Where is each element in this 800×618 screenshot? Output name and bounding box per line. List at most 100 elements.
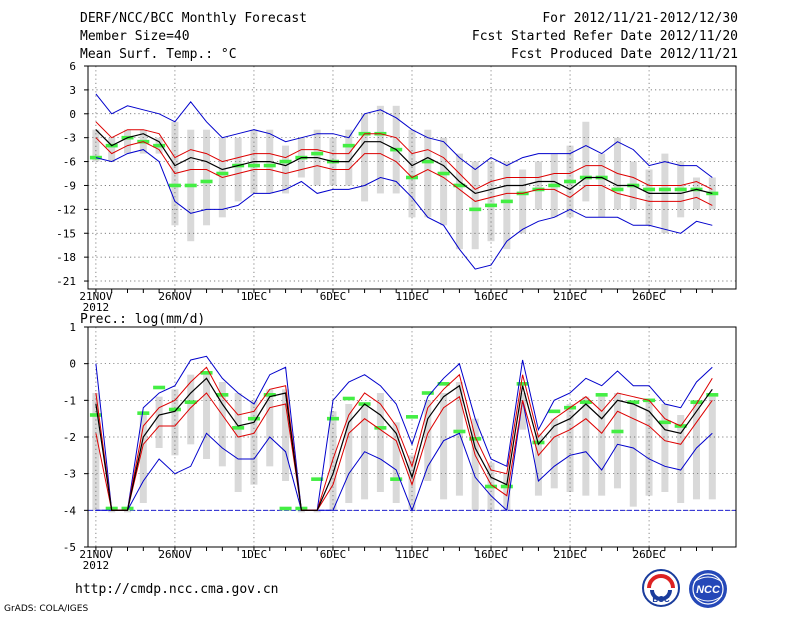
member-range-bar: [582, 396, 590, 496]
observation-marker: [453, 429, 466, 434]
member-range-bar: [108, 137, 116, 162]
member-range-bar: [392, 422, 400, 503]
member-range-bar: [203, 371, 211, 459]
member-range-bar: [139, 411, 147, 503]
series-line-lower: [95, 392, 713, 511]
member-range-bar: [582, 121, 590, 202]
member-range-bar: [218, 382, 226, 467]
x-tick-year: 2012: [83, 559, 110, 572]
member-range-bar: [108, 510, 116, 513]
observation-marker: [232, 426, 245, 430]
observation-marker: [658, 187, 671, 192]
observation-marker: [326, 416, 339, 421]
observation-marker: [643, 187, 656, 192]
member-range-bar: [92, 129, 100, 162]
member-range-bar: [440, 393, 448, 500]
observation-marker: [89, 413, 102, 417]
observation-marker: [216, 171, 229, 176]
member-range-bar: [203, 129, 211, 226]
x-tick-label: 6DEC: [320, 548, 347, 561]
x-tick-year: 2012: [83, 301, 110, 314]
x-tick-label: 21NOV: [79, 548, 112, 561]
member-range-bar: [519, 393, 527, 430]
member-range-bar: [345, 404, 353, 503]
x-tick-label: 21DEC: [553, 548, 586, 561]
observation-marker: [342, 143, 355, 148]
observation-marker: [406, 415, 418, 419]
observation-marker: [168, 407, 181, 412]
forecast-produced-date: Fcst Produced Date 2012/11/21: [511, 47, 738, 62]
observation-marker: [390, 477, 403, 481]
series-line-upper: [95, 121, 713, 191]
member-range-bar: [376, 393, 384, 492]
x-tick-label: 1DEC: [241, 290, 268, 303]
observation-marker: [453, 183, 466, 188]
member-range-bar: [645, 169, 653, 226]
y-tick-label: -9: [63, 179, 76, 192]
member-range-bar: [313, 510, 321, 513]
observation-marker: [168, 183, 181, 188]
x-tick-label: 1DEC: [241, 548, 268, 561]
member-range-bar: [282, 145, 290, 194]
member-range-bar: [677, 415, 685, 503]
observation-marker: [311, 151, 324, 156]
observation-marker: [342, 396, 355, 401]
member-range-bar: [424, 129, 432, 218]
series-line-lower: [95, 137, 713, 206]
member-range-bar: [503, 473, 511, 511]
member-range-bar: [455, 153, 463, 250]
observation-marker: [690, 400, 703, 404]
x-tick-label: 6DEC: [320, 290, 347, 303]
observation-marker: [485, 203, 498, 208]
member-range-bar: [471, 418, 479, 511]
observation-marker: [611, 187, 624, 192]
member-range-bar: [250, 400, 258, 485]
ncc-logo-icon: NCC: [689, 570, 727, 608]
y-tick-label: -3: [63, 468, 76, 481]
y-tick-label: 0: [69, 108, 76, 121]
y-tick-label: -5: [63, 541, 76, 554]
y-tick-label: 3: [69, 84, 76, 97]
forecast-started-date: Fcst Started Refer Date 2012/11/20: [471, 29, 738, 44]
member-range-bar: [708, 396, 716, 500]
y-tick-label: -15: [56, 227, 76, 240]
series-line-min: [95, 149, 713, 270]
member-range-bar: [424, 400, 432, 481]
observation-marker: [469, 437, 482, 441]
member-range-bar: [234, 137, 242, 202]
member-size-label: Member Size=40: [80, 29, 190, 44]
y-tick-label: -21: [56, 275, 76, 288]
member-range-bar: [692, 400, 700, 500]
observation-marker: [658, 420, 671, 425]
forecast-period: For 2012/11/21-2012/12/30: [542, 11, 738, 26]
member-range-bar: [124, 510, 132, 513]
observation-marker: [500, 199, 513, 204]
member-range-bar: [297, 510, 305, 513]
y-tick-label: -12: [56, 203, 76, 216]
series-line-upper: [95, 366, 713, 511]
observation-marker: [469, 207, 482, 212]
figure-title: DERF/NCC/BCC Monthly Forecast: [80, 11, 307, 26]
member-range-bar: [408, 129, 416, 218]
source-url: http://cmdp.ncc.cma.gov.cn: [75, 582, 279, 597]
variable-label: Mean Surf. Temp.: °C: [80, 47, 237, 62]
observation-marker: [548, 409, 561, 414]
x-tick-label: 26NOV: [158, 548, 191, 561]
member-range-bar: [361, 113, 369, 202]
x-tick-label: 21NOV: [79, 290, 112, 303]
series-line-max: [95, 355, 713, 511]
member-range-bar: [661, 404, 669, 492]
x-tick-label: 16DEC: [474, 548, 507, 561]
member-range-bar: [266, 389, 274, 467]
x-tick-label: 26DEC: [633, 290, 666, 303]
member-range-bar: [455, 382, 463, 496]
member-range-bar: [692, 177, 700, 210]
observation-marker: [184, 183, 197, 188]
y-tick-label: -3: [63, 132, 76, 145]
member-range-bar: [598, 396, 606, 496]
x-tick-label: 26NOV: [158, 290, 191, 303]
member-range-bar: [345, 129, 353, 186]
y-tick-label: -18: [56, 251, 76, 264]
